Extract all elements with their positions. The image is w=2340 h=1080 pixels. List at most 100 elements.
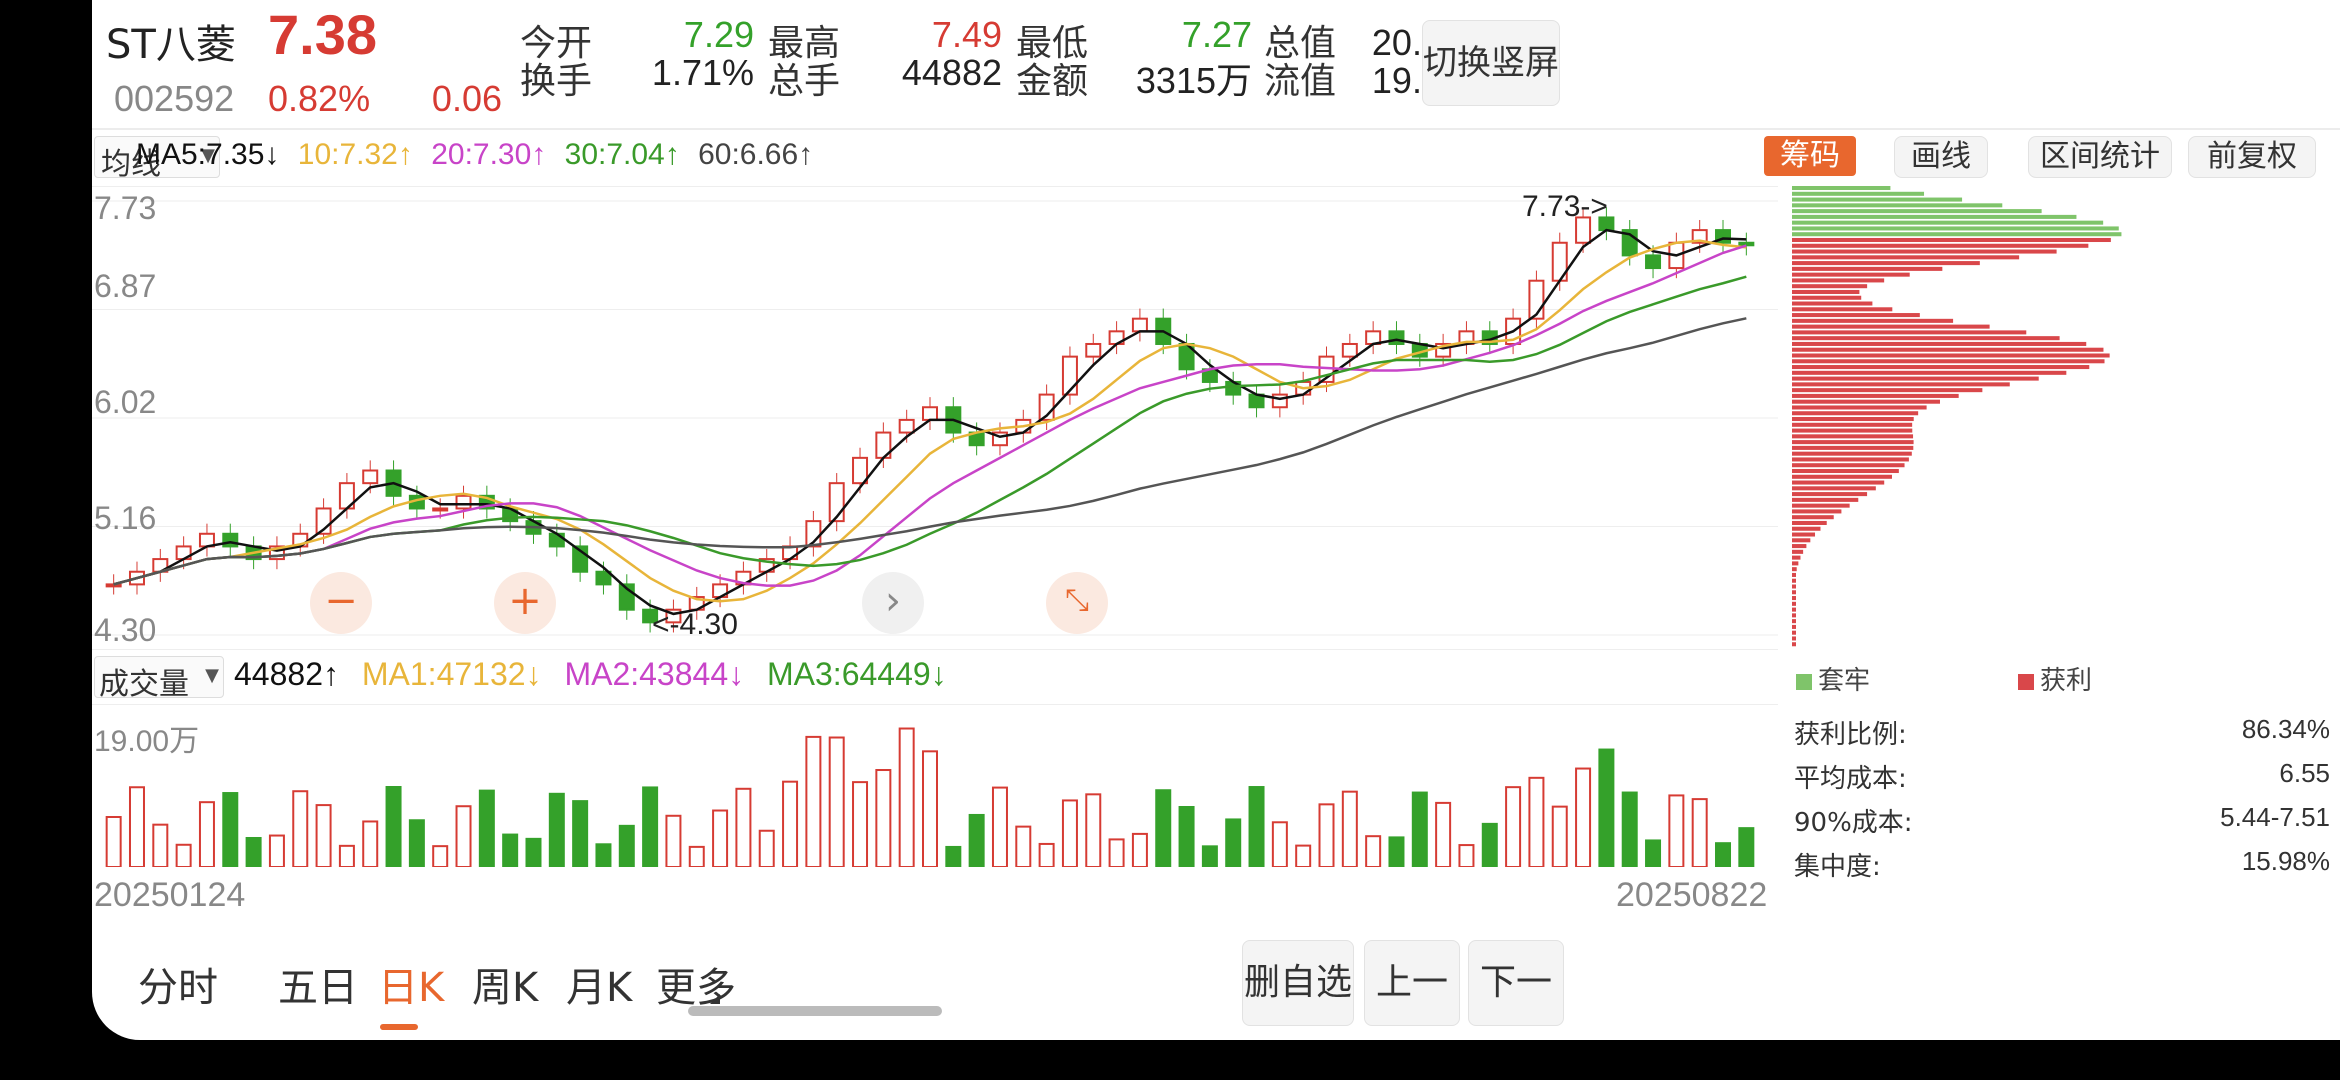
- candle: [432, 507, 449, 512]
- volume-bar: [1155, 789, 1172, 868]
- tab-daily-k[interactable]: 日K: [378, 965, 445, 1011]
- low-value: 7.27: [1181, 14, 1252, 55]
- tab-five-day[interactable]: 五日: [278, 965, 358, 1011]
- chip-bar: [1792, 370, 2067, 375]
- chip-bar: [1792, 509, 1842, 514]
- volume-bar: [1225, 818, 1242, 869]
- ma30-line: [113, 275, 1747, 586]
- home-indicator[interactable]: [688, 1006, 942, 1016]
- chip-stat-label: 平均成本:: [1794, 764, 1907, 794]
- volume-bar: [128, 786, 145, 868]
- volume-bar: [922, 750, 938, 868]
- tab-monthly-k[interactable]: 月K: [566, 965, 633, 1011]
- candle: [642, 608, 659, 624]
- amount-label: 金额: [1016, 61, 1089, 102]
- volume-indicator-selector[interactable]: 成交量 ▼: [94, 656, 224, 702]
- stock-detail-screen: ST八菱 7.38 002592 0.82% 0.06 今开 7.29 最高 7…: [92, 0, 2340, 1040]
- range-stats-tab[interactable]: 区间统计: [2028, 136, 2172, 178]
- collapse-icon: ⤡: [1065, 583, 1089, 618]
- chip-bar: [1792, 399, 1940, 404]
- volume-bar: [245, 836, 262, 869]
- candle: [1341, 342, 1358, 358]
- chip-bar: [1792, 341, 2087, 346]
- candle: [852, 456, 869, 485]
- candle: [1085, 342, 1102, 358]
- chip-bar: [1792, 515, 1834, 520]
- volume-bar: [735, 787, 752, 868]
- chip-stat-row: 获利比例: 86.34%: [1794, 714, 2330, 758]
- volume-bar: [618, 824, 635, 868]
- chip-bar: [1792, 249, 2057, 254]
- scroll-right-button[interactable]: ›: [862, 572, 924, 634]
- tab-more[interactable]: 更多: [656, 965, 736, 1011]
- chip-stat-row: 集中度: 15.98%: [1794, 846, 2330, 890]
- candle: [1388, 330, 1405, 345]
- chip-bar: [1792, 197, 1963, 202]
- candlestick-chart-svg: [92, 200, 1778, 636]
- chip-distribution-svg: [1792, 186, 2122, 647]
- volume-bar: [1388, 836, 1405, 869]
- volume-bar: [1365, 835, 1382, 869]
- chip-bar: [1792, 411, 1919, 416]
- remove-watchlist-button[interactable]: 删自选: [1242, 940, 1354, 1026]
- chip-bar: [1792, 440, 1914, 445]
- chip-bar: [1792, 220, 2104, 225]
- chip-bar: [1792, 347, 2104, 352]
- chip-stat-value: 6.55: [2279, 758, 2330, 788]
- volume-bar: [338, 844, 355, 868]
- chip-bar: [1792, 365, 2090, 370]
- ma-selector[interactable]: 均线 ▼: [94, 136, 220, 182]
- forward-adjust-tab[interactable]: 前复权: [2188, 136, 2316, 178]
- reset-zoom-button[interactable]: ⤡: [1046, 572, 1108, 634]
- chip-bar: [1792, 428, 1913, 433]
- chip-bar: [1792, 261, 1980, 266]
- plus-icon: +: [508, 578, 542, 624]
- end-date: 20250822: [1616, 876, 1768, 914]
- chip-bar: [1792, 636, 1796, 641]
- volume-bar: [525, 837, 542, 869]
- chip-stat-label: 集中度:: [1794, 852, 1881, 882]
- volume-bar: [1458, 844, 1475, 868]
- volume-bar: [362, 820, 379, 868]
- trapped-label: 套牢: [1818, 666, 1871, 696]
- tab-weekly-k[interactable]: 周K: [472, 965, 539, 1011]
- volume-bar: [1178, 806, 1195, 868]
- volume-bar: [1645, 839, 1662, 869]
- chip-bar: [1792, 422, 1913, 427]
- volume-bar: [455, 805, 472, 868]
- switch-portrait-button[interactable]: 切换竖屏: [1422, 20, 1560, 106]
- price-axis-label: 4.30: [94, 612, 157, 648]
- tab-intraday[interactable]: 分时: [138, 965, 218, 1011]
- profit-label: 获利: [2040, 666, 2093, 696]
- chip-bar: [1792, 572, 1796, 577]
- volume-chart[interactable]: [92, 704, 1778, 869]
- chip-bar: [1792, 561, 1799, 566]
- volume-bar: [1668, 794, 1685, 868]
- chip-bar: [1792, 532, 1816, 537]
- high-value: 7.49: [931, 14, 1002, 55]
- chip-bar: [1792, 544, 1807, 549]
- candle: [1691, 229, 1708, 244]
- previous-stock-button[interactable]: 上一个: [1364, 940, 1460, 1026]
- volume-selector-label: 成交量: [99, 667, 189, 702]
- volume-value: 44882: [901, 52, 1002, 93]
- chip-bar: [1792, 186, 1891, 191]
- zoom-in-button[interactable]: +: [494, 572, 556, 634]
- ma-legend: MA5:7.35↓ 10:7.32↑ 20:7.30↑ 30:7.04↑ 60:…: [136, 138, 823, 172]
- chip-stat-value: 5.44-7.51: [2220, 802, 2330, 832]
- draw-line-tab[interactable]: 画线: [1894, 136, 1988, 178]
- ma20-line: [113, 244, 1747, 587]
- low-label: 最低: [1016, 23, 1089, 64]
- next-stock-button[interactable]: 下一个: [1468, 940, 1564, 1026]
- zoom-out-button[interactable]: −: [310, 572, 372, 634]
- ma-selector-label: 均线: [101, 147, 161, 182]
- volume-chart-svg: [105, 727, 1755, 869]
- chip-bar: [1792, 434, 1914, 439]
- chip-bar: [1792, 520, 1827, 525]
- volume-bar: [478, 789, 495, 868]
- volume-bar: [758, 829, 775, 868]
- volume-bar: [1435, 801, 1452, 868]
- chip-bar: [1792, 492, 1868, 497]
- price-chart[interactable]: [92, 186, 1778, 650]
- chip-tab[interactable]: 筹码: [1764, 136, 1856, 176]
